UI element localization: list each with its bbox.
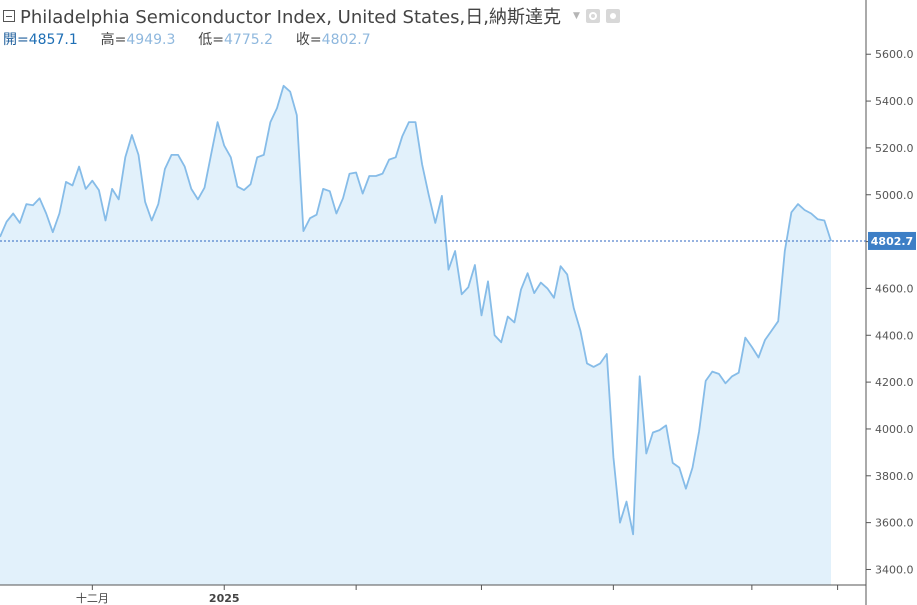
y-tick-label: 4600.0 (875, 282, 914, 295)
eye-icon[interactable] (585, 9, 600, 23)
last-price-label: 4802.7 (871, 235, 913, 248)
high-label: 高= (100, 32, 127, 48)
y-tick-label: 3400.0 (875, 563, 914, 576)
x-tick-label: 十二月 (76, 591, 109, 605)
last-price-layer: 4802.7 (0, 231, 916, 250)
close-label: 收= (295, 32, 322, 48)
plot-layer (0, 84, 832, 586)
low-label: 低= (198, 32, 225, 48)
y-tick-label: 3600.0 (875, 517, 914, 530)
y-tick-label: 4200.0 (875, 376, 914, 389)
x-tick-label: 2025 (209, 592, 240, 605)
ohlc-values: 開=4857.1 高=4949.3 低=4775.2 收=4802.7 (3, 29, 620, 49)
y-tick-label: 5200.0 (875, 142, 914, 155)
last-price-badge (868, 231, 916, 250)
series-area-fill (0, 85, 831, 586)
high-value: 4949.3 (126, 32, 176, 48)
gear-icon[interactable] (605, 9, 620, 23)
legend-title-row: Philadelphia Semiconductor Index, United… (3, 4, 620, 28)
y-tick-label: 5000.0 (875, 189, 914, 202)
y-tick-label: 4400.0 (875, 329, 914, 342)
chevron-down-icon[interactable]: ▼ (572, 11, 580, 21)
chart-legend: Philadelphia Semiconductor Index, United… (3, 4, 620, 49)
axes-layer: 3400.0 3600.0 3800.0 4000.0 4200.0 4400.0 4600… (76, 48, 914, 605)
symbol-title: Philadelphia Semiconductor Index, United… (20, 7, 561, 28)
y-tick-label: 3800.0 (875, 470, 914, 483)
y-tick-label: 5600.0 (875, 48, 914, 61)
y-tick-label: 5400.0 (875, 95, 914, 108)
low-value: 4775.2 (224, 32, 274, 48)
open-value: 4857.1 (28, 32, 78, 48)
collapse-icon[interactable] (3, 10, 15, 22)
y-tick-label: 4000.0 (875, 423, 914, 436)
close-value: 4802.7 (321, 32, 371, 48)
open-label: 開= (3, 32, 29, 48)
series-line (0, 84, 832, 536)
